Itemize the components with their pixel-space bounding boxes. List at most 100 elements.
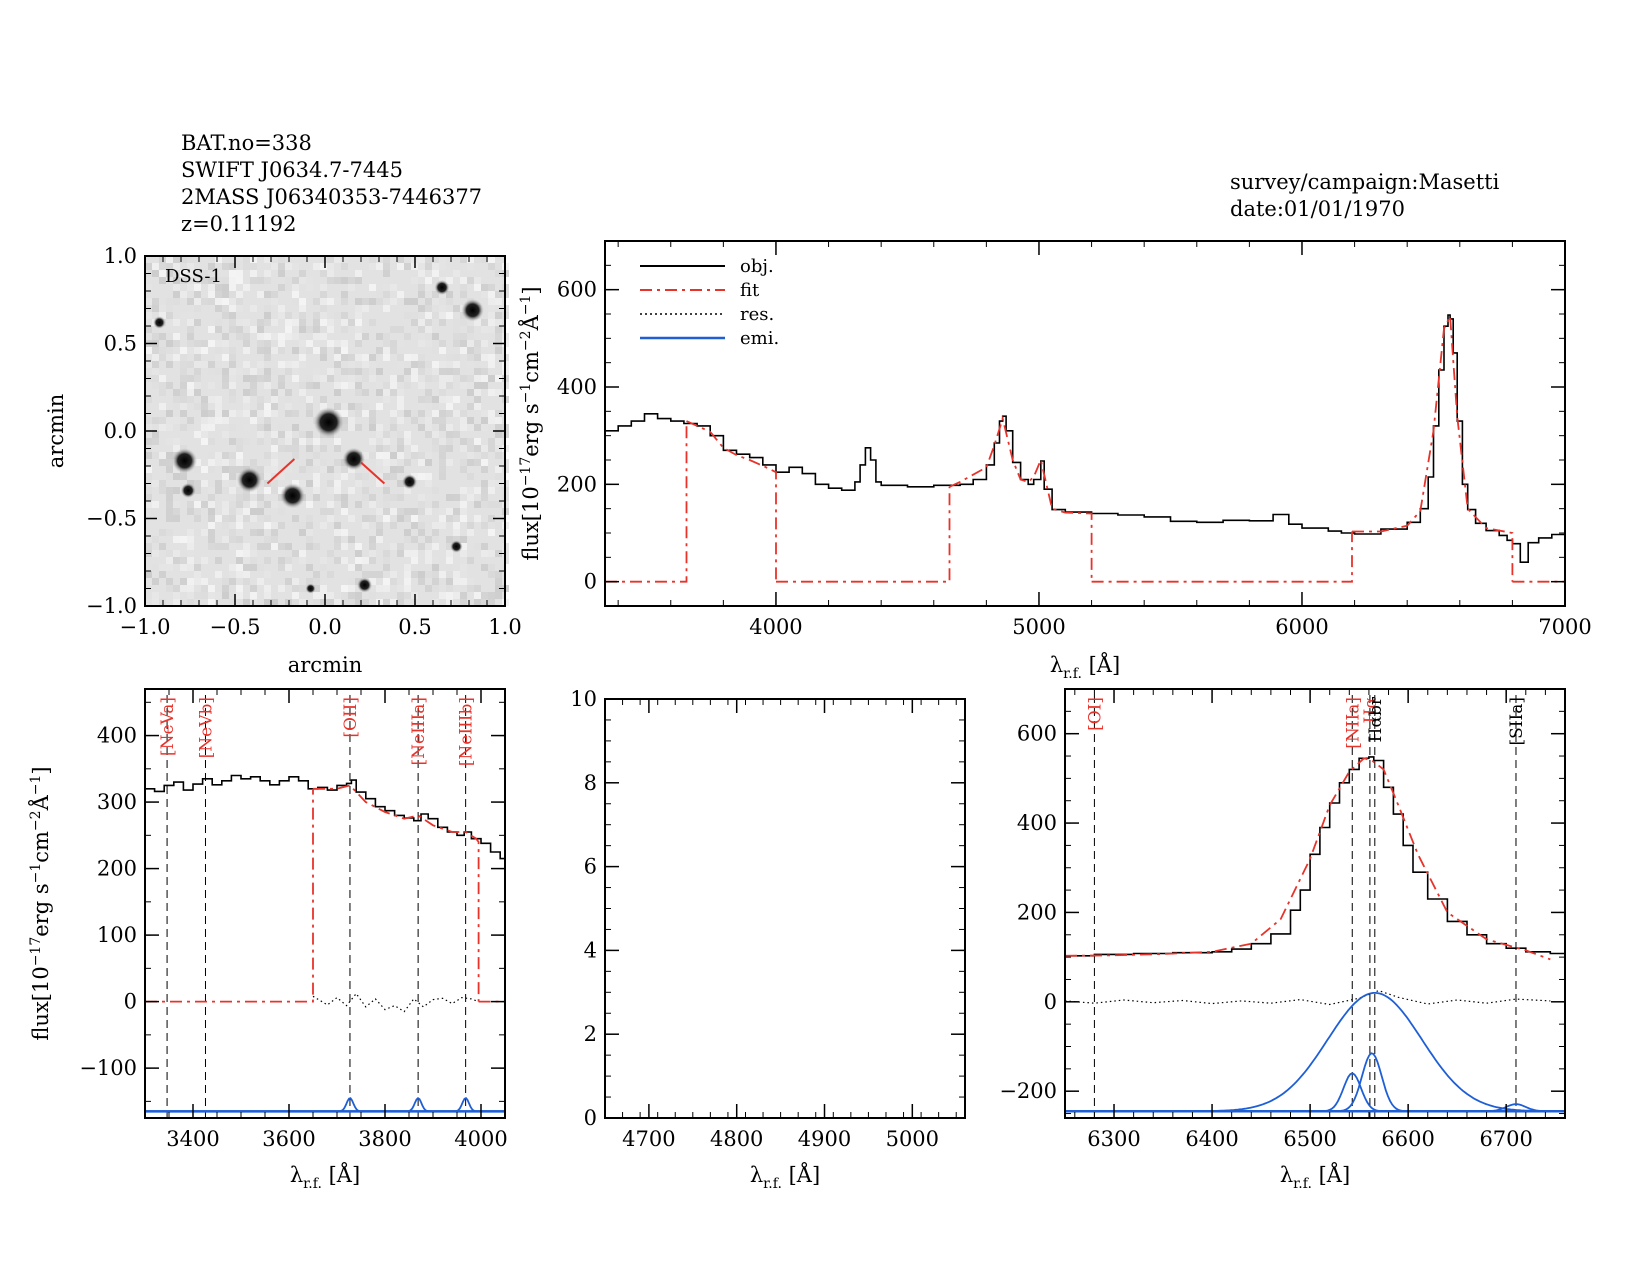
dss-noise-pixel xyxy=(292,263,299,270)
dss-noise-pixel xyxy=(460,368,467,375)
dss-noise-pixel xyxy=(222,417,229,424)
dss-noise-pixel xyxy=(453,494,460,501)
dss-noise-pixel xyxy=(397,291,404,298)
dss-noise-pixel xyxy=(362,599,369,606)
dss-noise-pixel xyxy=(467,263,474,270)
dss-noise-pixel xyxy=(292,375,299,382)
dss-noise-pixel xyxy=(208,410,215,417)
dss-noise-pixel xyxy=(439,515,446,522)
dss-noise-pixel xyxy=(390,389,397,396)
dss-noise-pixel xyxy=(264,585,271,592)
blue-line-label: [NeIIIb] xyxy=(457,697,477,766)
dss-noise-pixel xyxy=(215,256,222,263)
dss-noise-pixel xyxy=(460,515,467,522)
dss-noise-pixel xyxy=(355,333,362,340)
dss-noise-pixel xyxy=(362,487,369,494)
dss-noise-pixel xyxy=(418,578,425,585)
dss-noise-pixel xyxy=(250,529,257,536)
dss-noise-pixel xyxy=(362,515,369,522)
dss-noise-pixel xyxy=(222,382,229,389)
dss-noise-pixel xyxy=(467,550,474,557)
dss-noise-pixel xyxy=(439,417,446,424)
dss-noise-pixel xyxy=(243,543,250,550)
dss-noise-pixel xyxy=(152,480,159,487)
dss-noise-pixel xyxy=(313,319,320,326)
dss-noise-pixel xyxy=(334,543,341,550)
dss-noise-pixel xyxy=(187,361,194,368)
dss-noise-pixel xyxy=(222,431,229,438)
main-fit-segment xyxy=(605,421,688,583)
dss-noise-pixel xyxy=(264,571,271,578)
dss-noise-pixel xyxy=(166,585,173,592)
dss-noise-pixel xyxy=(299,312,306,319)
dss-noise-pixel xyxy=(257,340,264,347)
dss-noise-pixel xyxy=(215,291,222,298)
dss-noise-pixel xyxy=(194,564,201,571)
dss-noise-pixel xyxy=(390,375,397,382)
dss-noise-pixel xyxy=(439,312,446,319)
dss-noise-pixel xyxy=(306,543,313,550)
dss-noise-pixel xyxy=(180,396,187,403)
dss-noise-pixel xyxy=(299,550,306,557)
dss-noise-pixel xyxy=(327,263,334,270)
dss-noise-pixel xyxy=(474,382,481,389)
dss-noise-pixel xyxy=(194,375,201,382)
dss-noise-pixel xyxy=(376,473,383,480)
dss-noise-pixel xyxy=(418,424,425,431)
dss-noise-pixel xyxy=(313,578,320,585)
dss-noise-pixel xyxy=(229,592,236,599)
dss-image-panel: −1.0 −0.5 0.0 0.5 1.0 −1.0 −0.5 0.0 0.5 1.0 DSS-1 a… xyxy=(44,244,522,677)
dss-noise-pixel xyxy=(334,480,341,487)
dss-noise-pixel xyxy=(229,326,236,333)
dss-noise-pixel xyxy=(166,305,173,312)
dss-noise-pixel xyxy=(453,333,460,340)
halpha-emi-component xyxy=(1065,1103,1565,1113)
dss-noise-pixel xyxy=(208,298,215,305)
dss-noise-pixel xyxy=(152,326,159,333)
dss-noise-pixel xyxy=(306,284,313,291)
dss-noise-pixel xyxy=(369,354,376,361)
dss-noise-pixel xyxy=(208,585,215,592)
dss-noise-pixel xyxy=(187,578,194,585)
dss-noise-pixel xyxy=(460,354,467,361)
dss-noise-pixel xyxy=(446,424,453,431)
dss-noise-pixel xyxy=(285,284,292,291)
blue-line-label: [NeVb] xyxy=(196,697,216,758)
dss-noise-pixel xyxy=(306,340,313,347)
dss-noise-pixel xyxy=(166,256,173,263)
halpha-res-line xyxy=(1065,989,1551,1006)
dss-noise-pixel xyxy=(425,508,432,515)
dss-noise-pixel xyxy=(271,487,278,494)
dss-noise-pixel xyxy=(453,571,460,578)
dss-source xyxy=(236,467,262,493)
dss-noise-pixel xyxy=(166,466,173,473)
dss-noise-pixel xyxy=(432,501,439,508)
dss-noise-pixel xyxy=(362,403,369,410)
dss-noise-pixel xyxy=(292,277,299,284)
dss-noise-pixel xyxy=(292,389,299,396)
dss-noise-pixel xyxy=(467,473,474,480)
dss-noise-pixel xyxy=(299,298,306,305)
dss-noise-pixel xyxy=(397,466,404,473)
dss-noise-pixel xyxy=(446,375,453,382)
dss-noise-pixel xyxy=(467,403,474,410)
dss-noise-pixel xyxy=(474,487,481,494)
dss-noise-pixel xyxy=(152,452,159,459)
main-frame xyxy=(604,240,1566,607)
dss-noise-pixel xyxy=(418,459,425,466)
dss-noise-pixel xyxy=(376,382,383,389)
dss-noise-pixel xyxy=(271,312,278,319)
dss-noise-pixel xyxy=(271,291,278,298)
dss-noise-pixel xyxy=(481,494,488,501)
dss-noise-pixel xyxy=(180,375,187,382)
dss-noise-pixel xyxy=(327,501,334,508)
dss-noise-pixel xyxy=(222,543,229,550)
dss-noise-pixel xyxy=(145,466,152,473)
dss-noise-pixel xyxy=(320,522,327,529)
dss-noise-pixel xyxy=(390,508,397,515)
dss-noise-pixel xyxy=(362,473,369,480)
dss-noise-pixel xyxy=(250,277,257,284)
halpha-ytick-label: −200 xyxy=(999,1079,1057,1103)
dss-noise-pixel xyxy=(187,592,194,599)
dss-noise-pixel xyxy=(285,403,292,410)
